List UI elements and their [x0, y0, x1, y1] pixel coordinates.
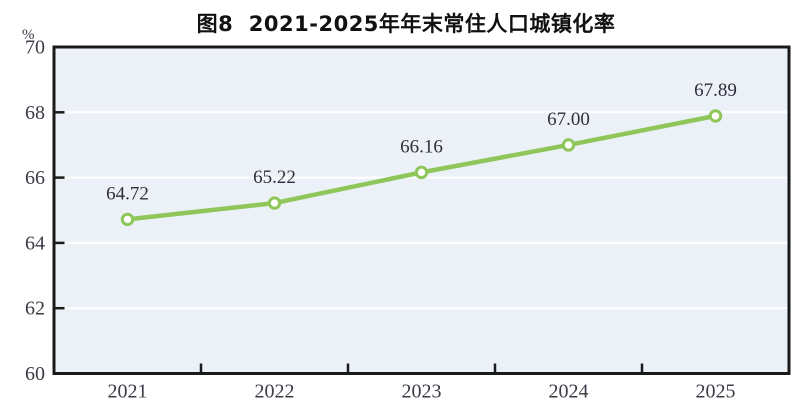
data-point-marker — [414, 165, 429, 180]
data-point-marker — [120, 212, 135, 227]
data-label: 66.16 — [400, 136, 443, 157]
data-label: 64.72 — [106, 183, 149, 204]
data-point-marker — [267, 196, 282, 210]
y-tick-label: 60 — [25, 363, 45, 385]
data-label: 67.89 — [694, 80, 737, 101]
x-tick-label: 2023 — [402, 381, 442, 403]
y-tick-label: 68 — [25, 102, 45, 124]
data-label: 67.00 — [547, 109, 590, 130]
chart-title: 图8 2021-2025年年末常住人口城镇化率 — [196, 12, 616, 36]
x-tick-label: 2025 — [696, 381, 736, 403]
plot-area — [54, 47, 789, 374]
x-tick-label: 2024 — [549, 381, 589, 403]
data-point-marker — [708, 109, 723, 123]
data-label: 65.22 — [253, 167, 296, 188]
y-tick-label: 66 — [25, 167, 45, 189]
x-tick-label: 2021 — [108, 381, 148, 403]
y-axis-unit-label: % — [22, 27, 35, 43]
y-tick-label: 62 — [25, 298, 45, 320]
data-point-marker — [561, 138, 576, 152]
x-tick-label: 2022 — [255, 381, 295, 403]
axis-border — [52, 45, 791, 375]
y-tick-label: 70 — [25, 37, 45, 59]
y-tick-label: 64 — [25, 232, 45, 254]
